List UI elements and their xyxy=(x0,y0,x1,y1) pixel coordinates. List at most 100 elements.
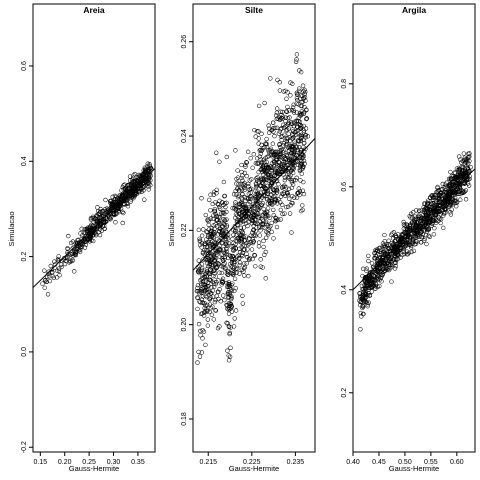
y-tick-label: 0.26 xyxy=(181,35,188,49)
scatter-point xyxy=(284,109,289,114)
scatter-point xyxy=(214,241,219,246)
scatter-point xyxy=(226,353,231,358)
scatter-point xyxy=(230,236,235,242)
scatter-point xyxy=(296,115,301,120)
scatter-point xyxy=(44,274,50,279)
scatter-point xyxy=(260,265,265,270)
scatter-point xyxy=(212,206,217,212)
scatter-point xyxy=(294,57,299,62)
scatter-point xyxy=(414,224,419,229)
scatter-point xyxy=(290,121,295,126)
scatter-point xyxy=(226,295,231,300)
scatter-point xyxy=(297,68,302,73)
scatter-point xyxy=(239,200,244,205)
scatter-point xyxy=(204,309,209,314)
scatter-point xyxy=(102,226,107,231)
plot-area xyxy=(33,161,155,297)
scatter-point xyxy=(269,127,275,132)
scatter-point xyxy=(211,229,216,235)
scatter-point xyxy=(242,205,248,211)
scatter-point xyxy=(413,239,418,244)
scatter-point xyxy=(97,227,102,232)
scatter-point xyxy=(271,151,276,156)
scatter-point xyxy=(299,208,304,214)
scatter-point xyxy=(295,159,300,164)
scatter-point xyxy=(271,207,276,213)
scatter-point xyxy=(199,350,205,355)
scatter-point xyxy=(108,198,114,204)
scatter-point xyxy=(430,195,436,200)
scatter-point xyxy=(232,288,237,294)
scatter-point xyxy=(101,208,106,214)
scatter-point xyxy=(196,270,201,275)
scatter-point xyxy=(449,207,454,212)
scatter-point xyxy=(256,169,261,175)
scatter-point xyxy=(266,123,271,128)
scatter-point xyxy=(424,241,429,247)
scatter-point xyxy=(257,179,262,185)
scatter-point xyxy=(264,177,270,183)
scatter-point xyxy=(452,200,458,206)
scatter-point xyxy=(142,178,147,184)
scatter-point xyxy=(248,156,253,161)
scatter-point xyxy=(425,201,431,206)
scatter-point xyxy=(205,252,210,257)
scatter-point xyxy=(225,290,231,295)
scatter-point xyxy=(374,272,379,277)
scatter-point xyxy=(395,249,401,254)
scatter-point xyxy=(195,306,200,312)
scatter-point xyxy=(448,190,454,195)
scatter-point xyxy=(200,300,206,306)
scatter-point xyxy=(77,249,83,255)
scatter-point xyxy=(264,145,270,150)
scatter-point xyxy=(246,273,251,279)
scatter-point xyxy=(274,224,280,230)
scatter-point xyxy=(215,249,221,255)
scatter-point xyxy=(201,227,206,232)
scatter-point xyxy=(252,209,257,215)
scatter-point xyxy=(247,255,252,261)
scatter-point xyxy=(259,148,264,154)
y-tick-label: 0.4 xyxy=(21,156,28,166)
scatter-point xyxy=(211,317,216,322)
scatter-point xyxy=(271,160,277,165)
scatter-point xyxy=(245,247,250,252)
scatter-point xyxy=(432,213,438,218)
scatter-point xyxy=(272,133,277,139)
scatter-point xyxy=(214,280,219,285)
scatter-point xyxy=(291,178,296,183)
scatter-point xyxy=(289,230,294,235)
scatter-point xyxy=(121,210,126,216)
scatter-point xyxy=(407,213,412,219)
scatter-point xyxy=(229,244,234,249)
scatter-point xyxy=(446,176,452,182)
scatter-point xyxy=(49,270,55,275)
scatter-point xyxy=(256,240,262,245)
scatter-point xyxy=(197,354,203,359)
scatter-point xyxy=(124,197,129,202)
scatter-point xyxy=(402,251,407,257)
scatter-point xyxy=(386,246,392,252)
scatter-point xyxy=(288,93,293,98)
scatter-point xyxy=(263,186,268,192)
scatter-point xyxy=(214,224,220,229)
scatter-point xyxy=(449,173,455,179)
scatter-point xyxy=(263,163,269,169)
scatter-point xyxy=(243,234,248,239)
scatter-point xyxy=(57,273,62,278)
scatter-point xyxy=(103,197,108,203)
scatter-point xyxy=(455,191,460,197)
scatter-point xyxy=(297,110,303,116)
scatter-point xyxy=(304,116,309,121)
scatter-point xyxy=(213,255,219,261)
scatter-point xyxy=(47,274,52,279)
scatter-point xyxy=(412,232,417,237)
scatter-point xyxy=(392,266,398,271)
scatter-point xyxy=(269,182,274,188)
scatter-point xyxy=(224,223,230,228)
scatter-point xyxy=(368,269,373,275)
scatter-point xyxy=(260,217,265,222)
x-axis-label: Gauss-Hermite xyxy=(69,464,119,473)
scatter-point xyxy=(43,277,48,283)
scatter-point xyxy=(261,157,266,162)
